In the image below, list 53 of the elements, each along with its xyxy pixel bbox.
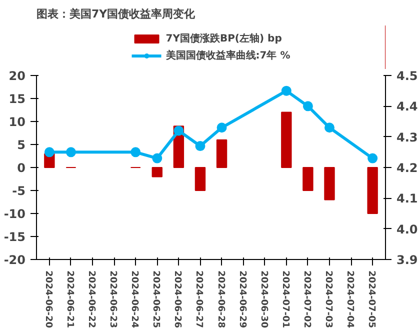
x-tick-label: 2024-06-23 xyxy=(108,270,118,328)
point xyxy=(174,126,184,136)
x-tick-label: 2024-07-05 xyxy=(366,270,376,328)
y2-tick-label: 4.5 xyxy=(396,69,418,83)
x-tick-label: 2024-06-27 xyxy=(194,270,204,328)
point xyxy=(66,147,76,158)
y2-tick-label: 4.4 xyxy=(396,100,418,114)
legend-label: 美国国债收益率曲线:7年 % xyxy=(166,48,290,62)
bar xyxy=(194,167,206,191)
y2-tick-label: 4.3 xyxy=(396,130,418,144)
y-tick-label: 0 xyxy=(17,161,26,175)
bar xyxy=(152,167,162,178)
bar xyxy=(302,167,314,191)
x-tick-label: 2024-06-25 xyxy=(150,270,161,328)
point xyxy=(368,153,378,164)
point xyxy=(216,122,227,133)
x-tick-label: 2024-07-01 xyxy=(280,270,290,328)
y-tick-label: 10 xyxy=(8,115,26,129)
y-tick-label: -15 xyxy=(4,230,26,244)
y-tick-label: 20 xyxy=(8,69,26,83)
x-tick-label: 2024-06-26 xyxy=(172,270,182,328)
x-tick-label: 2024-06-30 xyxy=(258,270,268,328)
legend-label: 7Y国债涨跌BP(左轴) bp xyxy=(166,32,282,46)
y-tick-label: 15 xyxy=(8,92,26,106)
y2-tick-label: 4.0 xyxy=(396,222,418,236)
y-tick-label: -10 xyxy=(4,207,26,221)
point xyxy=(324,122,334,133)
bar xyxy=(281,112,292,168)
x-tick-label: 2024-06-20 xyxy=(42,270,53,328)
bar xyxy=(324,167,335,200)
y2-tick-label: 4.1 xyxy=(396,192,418,206)
x-tick-label: 2024-07-02 xyxy=(301,270,312,328)
y2-tick-label: 3.9 xyxy=(396,253,418,267)
x-tick-label: 2024-06-22 xyxy=(86,270,96,328)
x-tick-label: 2024-06-21 xyxy=(64,270,74,328)
point xyxy=(44,147,54,158)
chart-title: 图表：美国7Y国债收益率周变化 xyxy=(36,8,196,20)
y-tick-label: -5 xyxy=(12,184,26,198)
bar xyxy=(216,139,228,168)
point xyxy=(195,141,206,152)
x-tick-label: 2024-07-04 xyxy=(344,270,355,328)
bar xyxy=(367,167,378,214)
y-tick-label: 5 xyxy=(17,138,26,152)
y2-tick-label: 4.2 xyxy=(396,161,418,175)
y-tick-label: -20 xyxy=(4,253,26,267)
x-tick-label: 2024-06-28 xyxy=(215,270,226,328)
point xyxy=(281,86,292,96)
point xyxy=(152,153,162,164)
x-tick-label: 2024-07-03 xyxy=(322,270,333,328)
x-tick-label: 2024-06-24 xyxy=(129,270,140,328)
point xyxy=(302,101,313,112)
point xyxy=(130,147,141,158)
x-tick-label: 2024-06-29 xyxy=(236,270,247,328)
